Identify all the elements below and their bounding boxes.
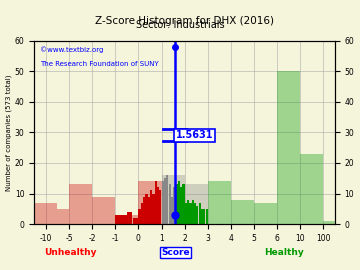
Bar <box>121 215 127 224</box>
Bar <box>141 203 143 224</box>
Text: The Research Foundation of SUNY: The Research Foundation of SUNY <box>40 61 159 67</box>
Bar <box>196 206 198 224</box>
Bar <box>254 203 277 224</box>
Bar <box>157 187 159 224</box>
Bar <box>138 181 162 224</box>
Bar <box>116 215 121 224</box>
Bar <box>173 187 175 224</box>
Bar <box>183 184 185 224</box>
Bar <box>152 194 154 224</box>
Bar <box>69 184 92 224</box>
Bar <box>139 209 141 224</box>
Bar <box>162 175 185 224</box>
Bar <box>164 178 166 224</box>
Bar <box>187 200 189 224</box>
Bar <box>159 190 161 224</box>
Bar <box>148 197 150 224</box>
Bar <box>277 71 300 224</box>
Bar <box>115 215 138 224</box>
Bar <box>175 184 177 224</box>
Text: Score: Score <box>161 248 190 257</box>
Bar <box>155 181 157 224</box>
Bar <box>199 203 201 224</box>
Text: ©www.textbiz.org: ©www.textbiz.org <box>40 46 104 53</box>
Text: 1.5631: 1.5631 <box>176 130 213 140</box>
Bar <box>127 212 132 224</box>
Bar <box>168 184 171 224</box>
Bar <box>185 203 187 224</box>
Bar <box>145 194 148 224</box>
Bar <box>166 175 168 224</box>
Bar <box>323 221 335 224</box>
Bar <box>180 187 182 224</box>
Bar <box>185 184 208 224</box>
Bar <box>206 209 208 224</box>
Y-axis label: Number of companies (573 total): Number of companies (573 total) <box>5 74 12 191</box>
Bar <box>203 209 206 224</box>
Bar <box>189 203 192 224</box>
Title: Z-Score Histogram for DHX (2016): Z-Score Histogram for DHX (2016) <box>95 16 274 26</box>
Bar <box>300 154 323 224</box>
Bar <box>58 209 69 224</box>
Bar <box>201 209 203 224</box>
Text: Sector: Industrials: Sector: Industrials <box>136 20 224 30</box>
Bar <box>143 197 145 224</box>
Bar <box>133 218 138 224</box>
Bar <box>34 203 58 224</box>
Bar <box>92 197 115 224</box>
Bar <box>178 181 180 224</box>
Bar <box>231 200 254 224</box>
Bar <box>150 190 152 224</box>
Bar <box>171 197 173 224</box>
Text: Healthy: Healthy <box>264 248 304 257</box>
Bar <box>194 203 196 224</box>
Bar <box>208 181 231 224</box>
Bar <box>192 200 194 224</box>
Bar <box>162 181 164 224</box>
Text: Unhealthy: Unhealthy <box>44 248 96 257</box>
